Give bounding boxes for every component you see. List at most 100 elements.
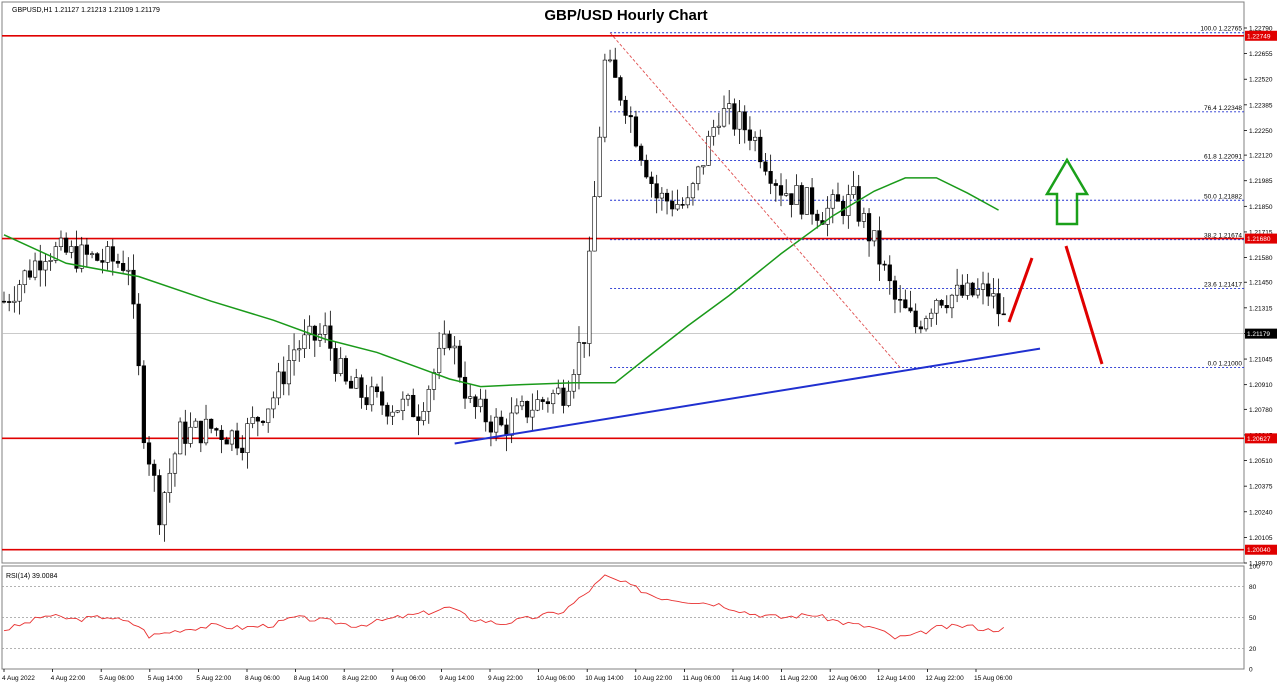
candle bbox=[561, 379, 566, 414]
candle-body bbox=[903, 299, 908, 309]
candle-body bbox=[514, 405, 519, 414]
price-tick-label: 1.22385 bbox=[1249, 102, 1273, 109]
fib-level-label: 50.0 1.21882 bbox=[1204, 193, 1242, 200]
candle bbox=[851, 171, 856, 199]
candle bbox=[556, 379, 561, 395]
candle-body bbox=[934, 300, 939, 314]
candle-body bbox=[815, 213, 820, 221]
candle-body bbox=[675, 204, 680, 210]
candle bbox=[923, 315, 929, 332]
candle bbox=[804, 187, 809, 215]
candle-body bbox=[235, 430, 240, 449]
candle-body bbox=[525, 401, 530, 418]
candle bbox=[7, 293, 12, 312]
candle-body bbox=[224, 439, 229, 445]
time-tick-label: 12 Aug 06:00 bbox=[828, 675, 867, 682]
candle-body bbox=[835, 194, 841, 202]
candle-body bbox=[913, 310, 918, 328]
candle bbox=[980, 271, 986, 305]
candle bbox=[209, 418, 214, 434]
candle-body bbox=[348, 380, 354, 389]
candle-body bbox=[680, 204, 685, 206]
candle-body bbox=[183, 421, 188, 444]
candle-body bbox=[411, 394, 416, 418]
candle-body bbox=[255, 416, 260, 422]
candle bbox=[892, 275, 898, 314]
candle-body bbox=[64, 237, 69, 253]
candle-body bbox=[530, 409, 535, 418]
candle-body bbox=[333, 348, 338, 374]
candle bbox=[685, 185, 690, 209]
symbol-info: GBPUSD,H1 1.21127 1.21213 1.21109 1.2117… bbox=[12, 7, 160, 14]
candle bbox=[380, 376, 385, 415]
candle bbox=[944, 295, 949, 314]
candle bbox=[1, 291, 7, 304]
time-tick-label: 5 Aug 06:00 bbox=[99, 675, 134, 682]
candle bbox=[742, 105, 747, 144]
time-tick-label: 11 Aug 14:00 bbox=[731, 675, 769, 682]
candle bbox=[369, 376, 374, 412]
time-tick-label: 10 Aug 06:00 bbox=[537, 675, 576, 682]
candle-body bbox=[696, 166, 701, 184]
candle bbox=[913, 303, 918, 334]
candle-body bbox=[607, 59, 613, 62]
candle-body bbox=[955, 284, 960, 296]
candle bbox=[986, 272, 991, 306]
candle bbox=[473, 394, 478, 419]
candle-body bbox=[784, 193, 789, 196]
candle bbox=[110, 239, 115, 276]
candle bbox=[789, 193, 794, 218]
candle bbox=[727, 90, 732, 125]
candle-body bbox=[908, 307, 913, 312]
candle bbox=[664, 188, 670, 215]
candle bbox=[545, 397, 550, 413]
time-tick-label: 15 Aug 06:00 bbox=[974, 675, 1013, 682]
candle bbox=[188, 412, 193, 448]
candle-body bbox=[949, 294, 955, 309]
candle-body bbox=[664, 192, 670, 202]
level-price-box bbox=[1245, 433, 1277, 444]
candle-body bbox=[866, 213, 872, 242]
axis-layer: 1.22790 1.22655 1.22520 1.22385 1.22250 1.221… bbox=[2, 26, 1277, 682]
candle bbox=[799, 182, 804, 220]
candle-body bbox=[17, 284, 22, 302]
candle bbox=[711, 119, 716, 146]
candle-body bbox=[307, 325, 312, 336]
time-tick-label: 4 Aug 2022 bbox=[2, 675, 35, 682]
candle bbox=[323, 312, 328, 343]
candle bbox=[633, 110, 639, 148]
candle-body bbox=[566, 390, 571, 406]
candle-body bbox=[121, 263, 126, 271]
candle bbox=[975, 278, 980, 299]
candle-body bbox=[587, 250, 592, 344]
rsi-tick-label: 20 bbox=[1249, 646, 1257, 653]
candle-body bbox=[509, 412, 514, 436]
candle-body bbox=[721, 108, 727, 127]
candle-body bbox=[545, 401, 550, 405]
candle bbox=[405, 393, 411, 407]
candle bbox=[607, 49, 613, 63]
price-tick-label: 1.22120 bbox=[1249, 153, 1273, 160]
candle bbox=[955, 268, 960, 303]
candle bbox=[203, 404, 209, 446]
candle bbox=[286, 345, 292, 396]
candle-body bbox=[146, 442, 152, 465]
fib-level-label: 100.0 1.22765 bbox=[1200, 26, 1242, 33]
candle bbox=[437, 332, 442, 380]
candle-body bbox=[473, 396, 478, 408]
candle bbox=[359, 374, 364, 409]
candle bbox=[198, 420, 203, 453]
candle-body bbox=[380, 391, 385, 406]
candle bbox=[328, 310, 333, 361]
candle-body bbox=[732, 103, 737, 130]
candle-body bbox=[95, 253, 100, 261]
candle bbox=[167, 458, 172, 503]
candle bbox=[903, 289, 908, 309]
candle bbox=[333, 342, 338, 382]
candle-body bbox=[281, 371, 286, 385]
rsi-label: RSI(14) 39.0084 bbox=[6, 573, 57, 580]
candle bbox=[825, 196, 830, 237]
candle bbox=[566, 380, 571, 408]
candle bbox=[183, 409, 188, 456]
candle bbox=[105, 241, 110, 270]
